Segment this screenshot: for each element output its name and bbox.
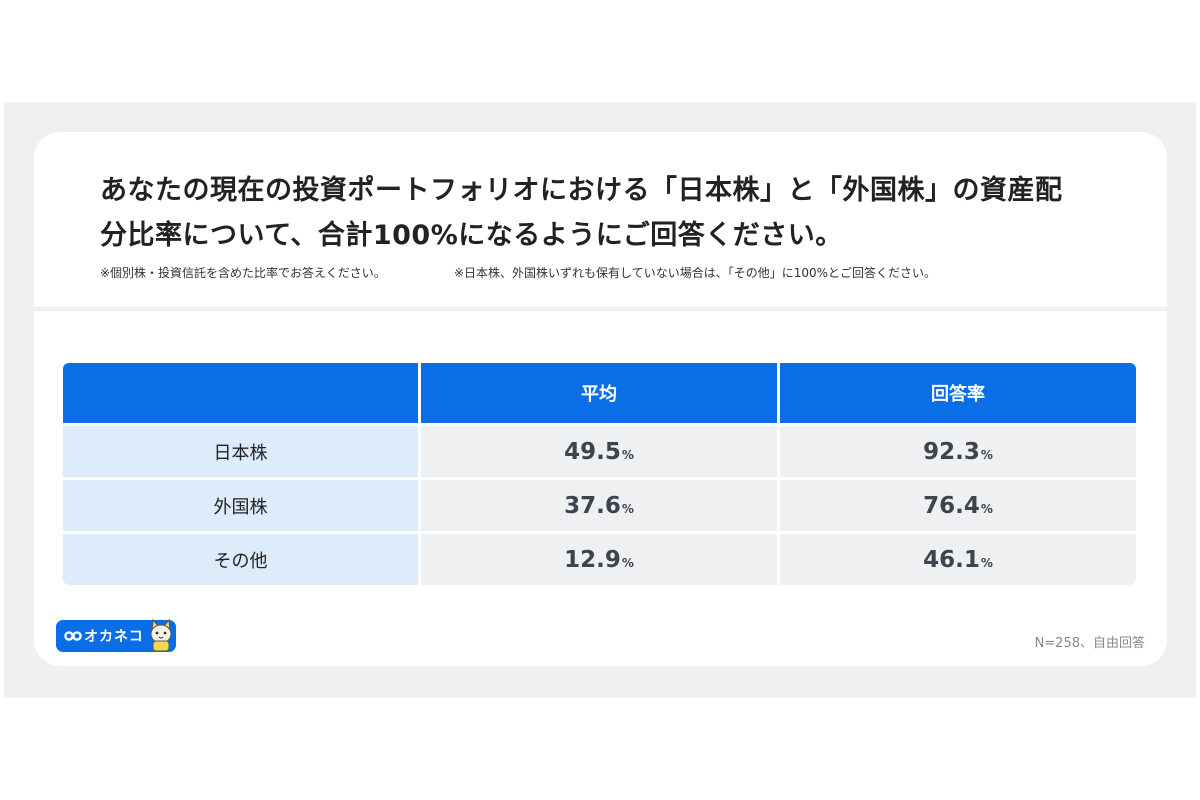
- results-table: 平均 回答率 日本株 49.5% 92.3% 外国株 37.6% 76.4% そ…: [60, 360, 1139, 588]
- response-rate-value: 46.1%: [780, 534, 1136, 585]
- note-2: ※日本株、外国株いずれも保有していない場合は、「その他」に100%とご回答くださ…: [454, 266, 937, 280]
- survey-card: あなたの現在の投資ポートフォリオにおける「日本株」と「外国株」の資産配 分比率に…: [34, 132, 1167, 666]
- average-value: 12.9%: [421, 534, 777, 585]
- sample-size-note: N=258、自由回答: [1034, 636, 1145, 651]
- row-label: その他: [63, 534, 418, 585]
- response-rate-value: 92.3%: [780, 426, 1136, 477]
- header-average: 平均: [421, 363, 777, 423]
- average-value: 37.6%: [421, 480, 777, 531]
- question-title: あなたの現在の投資ポートフォリオにおける「日本株」と「外国株」の資産配 分比率に…: [100, 168, 1110, 258]
- row-label: 日本株: [63, 426, 418, 477]
- table-header-row: 平均 回答率: [63, 363, 1136, 423]
- response-rate-value: 76.4%: [780, 480, 1136, 531]
- table-row: その他 12.9% 46.1%: [63, 534, 1136, 585]
- table-row: 日本株 49.5% 92.3%: [63, 426, 1136, 477]
- table-row: 外国株 37.6% 76.4%: [63, 480, 1136, 531]
- okaneko-logo: オカネコ: [56, 618, 176, 652]
- question-title-line2: 分比率について、合計100%になるようにご回答ください。: [100, 220, 843, 251]
- note-1: ※個別株・投資信託を含めた比率でお答えください。: [100, 266, 386, 280]
- average-value: 49.5%: [421, 426, 777, 477]
- section-divider: [34, 307, 1167, 311]
- header-empty-cell: [63, 363, 418, 423]
- mascot-cat-icon: [150, 618, 172, 652]
- question-title-line1: あなたの現在の投資ポートフォリオにおける「日本株」と「外国株」の資産配: [100, 175, 1063, 206]
- infinity-icon: [64, 631, 82, 641]
- header-response-rate: 回答率: [780, 363, 1136, 423]
- row-label: 外国株: [63, 480, 418, 531]
- logo-text: オカネコ: [84, 629, 144, 645]
